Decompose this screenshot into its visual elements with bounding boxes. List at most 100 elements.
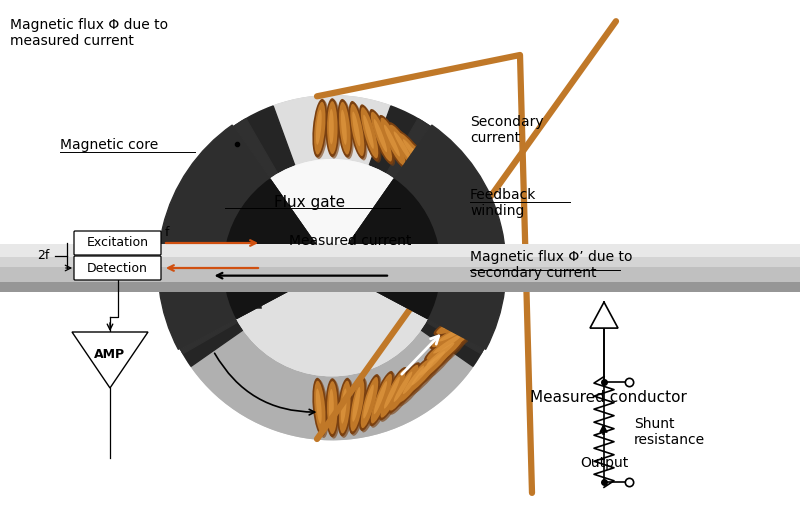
Ellipse shape [433, 180, 462, 200]
Ellipse shape [374, 119, 387, 152]
Ellipse shape [424, 173, 474, 208]
Ellipse shape [370, 373, 395, 428]
Ellipse shape [452, 244, 487, 251]
Ellipse shape [370, 111, 395, 166]
Ellipse shape [420, 163, 466, 201]
Ellipse shape [388, 122, 420, 173]
Bar [0, 257, 800, 267]
Ellipse shape [446, 269, 498, 279]
Ellipse shape [398, 133, 430, 176]
Ellipse shape [398, 359, 430, 402]
Ellipse shape [390, 125, 418, 171]
Wedge shape [332, 119, 504, 354]
Text: Magnetic core: Magnetic core [60, 138, 158, 152]
Ellipse shape [447, 304, 481, 316]
Bar [0, 244, 800, 292]
Ellipse shape [361, 376, 382, 432]
Ellipse shape [403, 139, 424, 168]
Ellipse shape [426, 175, 475, 209]
Ellipse shape [413, 152, 457, 193]
Ellipse shape [450, 231, 485, 240]
Ellipse shape [435, 201, 490, 227]
Ellipse shape [436, 201, 486, 224]
Ellipse shape [369, 109, 394, 164]
Wedge shape [332, 125, 506, 349]
Ellipse shape [398, 132, 434, 180]
Ellipse shape [214, 282, 254, 287]
Ellipse shape [444, 268, 502, 282]
Ellipse shape [359, 374, 380, 431]
Ellipse shape [411, 148, 435, 175]
Ellipse shape [443, 314, 476, 329]
Ellipse shape [378, 367, 407, 420]
Ellipse shape [440, 289, 498, 308]
Ellipse shape [314, 379, 329, 438]
Wedge shape [332, 179, 440, 319]
Ellipse shape [339, 102, 350, 155]
Ellipse shape [434, 199, 488, 226]
Ellipse shape [443, 280, 502, 296]
Ellipse shape [378, 115, 407, 169]
Ellipse shape [424, 328, 474, 362]
Ellipse shape [438, 215, 494, 237]
Text: Output: Output [580, 456, 628, 470]
Ellipse shape [214, 249, 254, 253]
Ellipse shape [327, 101, 338, 154]
Ellipse shape [326, 98, 339, 157]
Ellipse shape [442, 291, 498, 310]
Ellipse shape [341, 110, 346, 145]
Ellipse shape [411, 359, 435, 385]
Text: Flux gate: Flux gate [274, 195, 346, 210]
Ellipse shape [429, 186, 482, 217]
Text: Secondary
current: Secondary current [470, 115, 544, 145]
Ellipse shape [350, 102, 367, 161]
Text: Magnetic flux Φ’ due to
secondary current: Magnetic flux Φ’ due to secondary curren… [470, 250, 633, 280]
Ellipse shape [390, 364, 422, 415]
Ellipse shape [339, 379, 354, 438]
Ellipse shape [413, 345, 457, 387]
Ellipse shape [435, 311, 490, 337]
Ellipse shape [447, 217, 481, 229]
Ellipse shape [359, 104, 380, 161]
Ellipse shape [316, 110, 322, 145]
Bar [0, 244, 800, 292]
Ellipse shape [361, 107, 378, 158]
Ellipse shape [314, 381, 326, 434]
Ellipse shape [411, 343, 455, 385]
Ellipse shape [388, 362, 420, 413]
Ellipse shape [327, 100, 341, 158]
Wedge shape [160, 127, 332, 348]
Wedge shape [160, 238, 504, 440]
Ellipse shape [403, 366, 424, 394]
Ellipse shape [406, 142, 442, 182]
Ellipse shape [381, 118, 406, 165]
Ellipse shape [437, 299, 494, 322]
Ellipse shape [312, 99, 327, 157]
Ellipse shape [316, 388, 322, 423]
Ellipse shape [432, 321, 479, 347]
Ellipse shape [349, 101, 366, 159]
Ellipse shape [452, 282, 487, 289]
Ellipse shape [426, 343, 454, 365]
Text: Excitation: Excitation [86, 236, 149, 250]
Ellipse shape [390, 365, 418, 411]
Bar [207, 228, 261, 307]
Ellipse shape [394, 372, 412, 402]
Ellipse shape [214, 302, 254, 307]
Ellipse shape [214, 275, 254, 280]
Ellipse shape [443, 242, 502, 258]
Ellipse shape [327, 379, 341, 439]
Ellipse shape [421, 338, 462, 372]
Polygon shape [72, 332, 148, 388]
Circle shape [224, 160, 440, 376]
Ellipse shape [363, 114, 374, 149]
Ellipse shape [214, 235, 254, 240]
Ellipse shape [426, 175, 471, 206]
Text: Shunt
resistance: Shunt resistance [634, 417, 705, 447]
Text: Magnetic flux Φ due to
measured current: Magnetic flux Φ due to measured current [10, 18, 168, 48]
Ellipse shape [419, 351, 445, 376]
Ellipse shape [214, 289, 254, 293]
Ellipse shape [404, 140, 444, 185]
Ellipse shape [384, 125, 400, 156]
Bar [0, 244, 800, 257]
